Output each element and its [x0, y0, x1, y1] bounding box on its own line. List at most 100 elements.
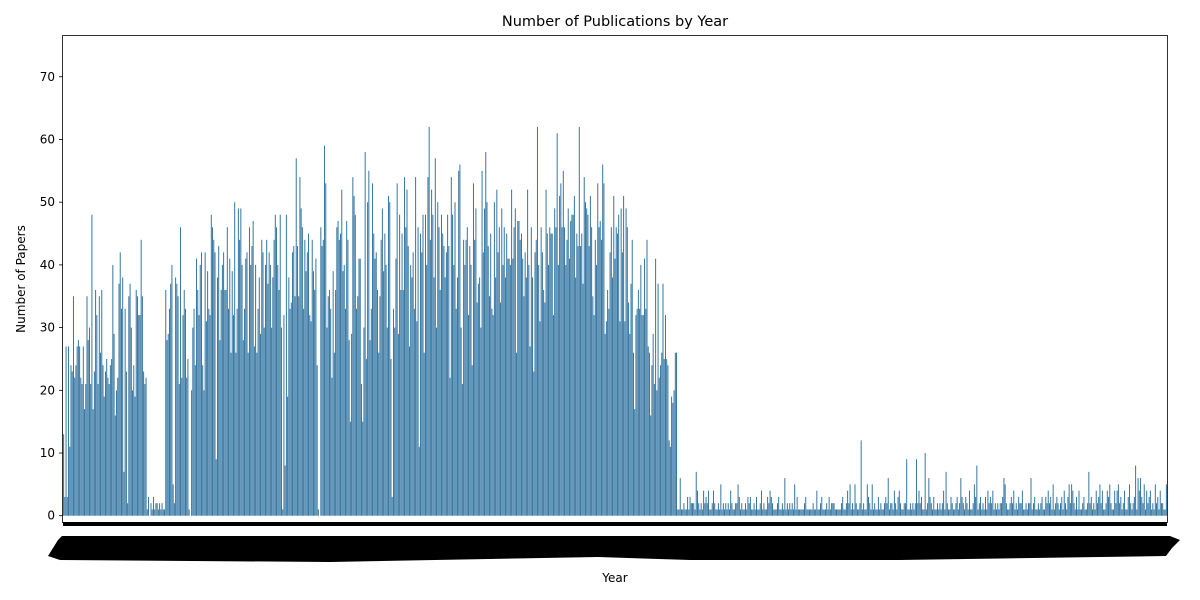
bar: [706, 503, 708, 516]
bar: [758, 509, 760, 516]
bar: [639, 308, 641, 516]
bar: [1005, 503, 1007, 516]
y-axis-ticks: 0 10 20 30 40 50 60 70: [40, 70, 63, 523]
bar: [939, 503, 941, 516]
bar: [418, 446, 420, 516]
bar: [1016, 509, 1018, 516]
bar: [859, 503, 861, 516]
bar: [972, 503, 974, 516]
bar: [914, 503, 916, 516]
bar: [676, 352, 678, 516]
bar: [374, 258, 376, 516]
x-tick-labels: [48, 536, 1180, 562]
bar: [421, 252, 423, 516]
bar: [480, 327, 482, 516]
bar: [1110, 503, 1112, 516]
bar: [806, 509, 808, 516]
bar: [354, 214, 356, 516]
bar: [378, 352, 380, 516]
bar: [1154, 484, 1156, 516]
bar: [327, 296, 329, 516]
bar: [367, 202, 369, 516]
bar: [1067, 496, 1069, 516]
bar: [75, 365, 77, 516]
bar: [1133, 496, 1135, 516]
bar: [687, 496, 689, 516]
bar: [765, 509, 767, 516]
bar: [669, 446, 671, 516]
bar: [346, 220, 348, 516]
bar: [301, 227, 303, 516]
bar: [384, 233, 386, 516]
bar: [165, 289, 167, 516]
bar: [737, 484, 739, 516]
bar: [253, 346, 255, 516]
bar: [492, 315, 494, 516]
bar: [471, 365, 473, 516]
bar: [698, 503, 700, 516]
bar: [119, 252, 121, 516]
bar: [658, 377, 660, 516]
bar: [128, 296, 130, 516]
bar: [87, 340, 89, 516]
bar: [616, 233, 618, 516]
bar: [749, 496, 751, 516]
bar: [479, 277, 481, 516]
bar: [215, 459, 217, 516]
bar: [781, 503, 783, 516]
bar: [326, 327, 328, 516]
bar: [364, 152, 366, 516]
bar: [799, 509, 801, 516]
bar: [486, 202, 488, 516]
bar: [401, 233, 403, 516]
bar: [140, 239, 142, 516]
bar: [876, 509, 878, 516]
bar: [977, 509, 979, 516]
bar: [763, 503, 765, 516]
bar: [1125, 509, 1127, 516]
bar: [560, 183, 562, 516]
bar: [635, 315, 637, 516]
bar: [909, 503, 911, 516]
bar: [390, 358, 392, 516]
bar: [827, 509, 829, 516]
bar: [437, 202, 439, 516]
bar: [123, 471, 125, 516]
bar: [599, 220, 601, 516]
bar: [1140, 478, 1142, 516]
bar: [493, 202, 495, 516]
bar: [578, 126, 580, 516]
bar: [682, 509, 684, 516]
bar: [372, 183, 374, 516]
bar: [317, 509, 319, 516]
bar: [514, 208, 516, 516]
bar: [132, 390, 134, 516]
bar: [1057, 503, 1059, 516]
bar: [987, 490, 989, 516]
bar: [570, 220, 572, 516]
bar: [159, 503, 161, 516]
bar: [1029, 503, 1031, 516]
bar: [1126, 509, 1128, 516]
bar: [347, 239, 349, 516]
y-tick-label: 10: [40, 446, 55, 460]
bar: [450, 177, 452, 516]
bar: [929, 496, 931, 516]
bar: [1039, 509, 1041, 516]
bar: [594, 239, 596, 516]
bar: [712, 490, 714, 516]
bar: [475, 208, 477, 516]
bar: [134, 396, 136, 516]
bar: [1104, 509, 1106, 516]
bar: [375, 252, 377, 516]
bar: [520, 233, 522, 516]
bar: [879, 509, 881, 516]
bar: [1019, 503, 1021, 516]
bar: [125, 371, 127, 516]
bar: [800, 509, 802, 516]
bar: [642, 315, 644, 516]
bar: [1111, 509, 1113, 516]
bar: [1066, 509, 1068, 516]
bar: [438, 227, 440, 516]
bar: [235, 352, 237, 516]
